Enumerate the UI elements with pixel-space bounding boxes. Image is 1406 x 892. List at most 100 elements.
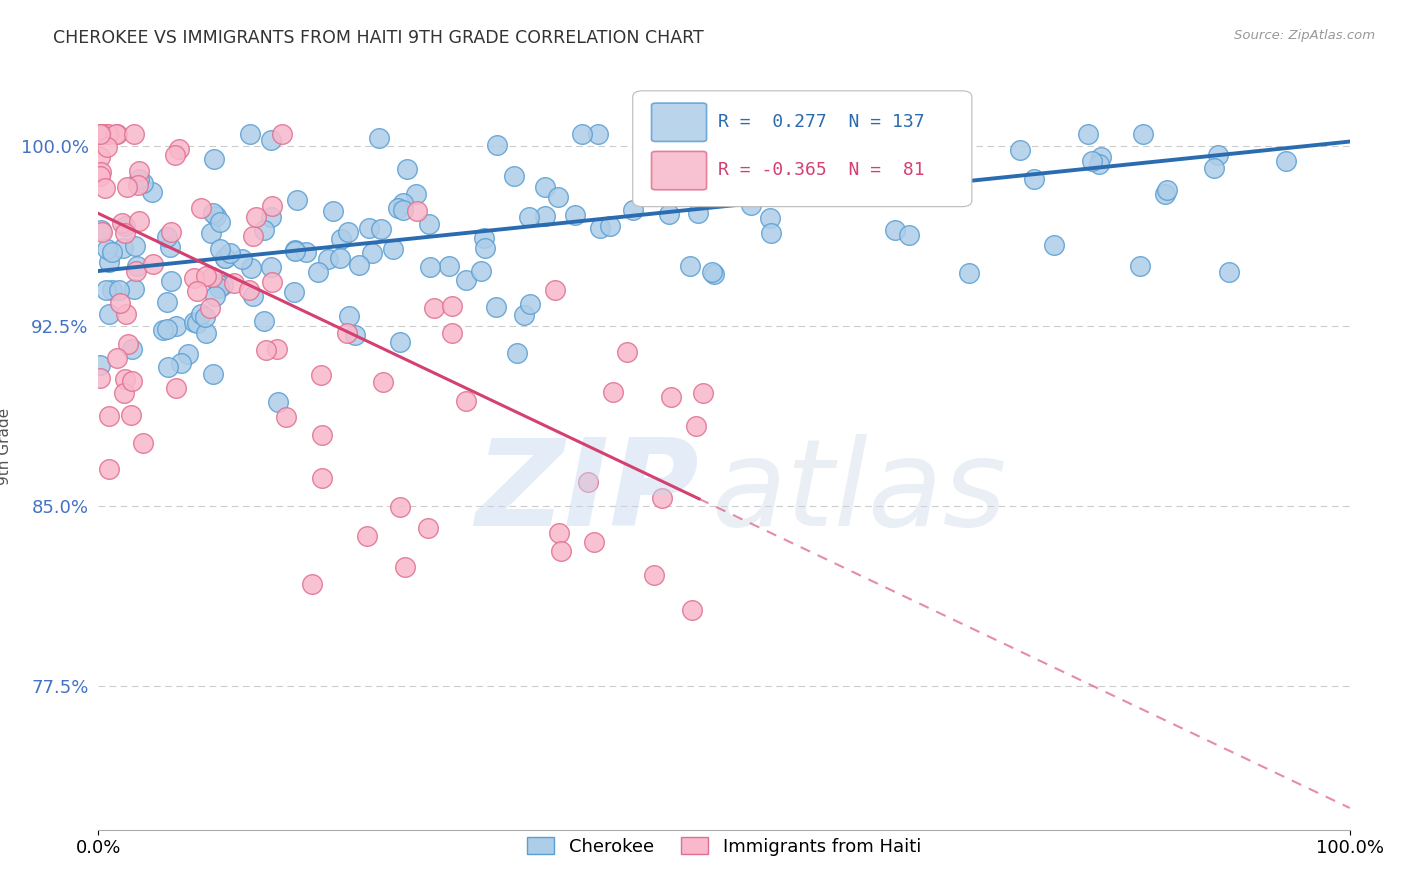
Point [205,209,228,223]
Point [571,128,593,142]
Point [105,128,128,142]
Point [156,322,179,336]
Point [517,210,540,224]
Point [1090,150,1112,164]
Point [405,187,427,202]
Point [245,210,267,224]
Point [105,128,128,142]
Point [156,359,179,374]
Point [396,162,419,177]
Point [260,260,283,274]
Point [96,242,118,256]
Point [253,313,276,327]
Point [121,375,143,389]
Point [89,128,111,142]
Point [547,190,569,204]
Point [120,408,142,422]
Point [322,204,344,219]
Point [388,335,411,350]
Point [441,326,464,340]
Point [1010,143,1032,157]
Point [260,133,283,147]
Point [89,169,111,184]
Text: Source: ZipAtlas.com: Source: ZipAtlas.com [1234,29,1375,42]
Point [128,171,150,186]
Point [957,266,980,280]
Point [111,216,134,230]
Point [329,232,352,246]
Point [108,283,131,297]
Point [1129,259,1152,273]
Point [295,245,318,260]
Point [128,163,150,178]
Point [740,198,762,212]
Point [759,211,782,225]
Point [96,140,118,154]
Point [311,470,333,484]
Point [98,409,121,424]
Point [97,308,120,322]
Point [347,258,370,272]
Point [659,390,682,404]
Point [198,301,221,315]
Point [266,342,288,356]
Point [90,223,112,237]
Point [194,310,217,324]
Point [195,268,218,283]
Point [124,239,146,253]
Point [186,316,208,330]
Point [125,263,148,277]
Point [718,128,741,143]
Point [239,260,262,275]
Point [284,243,307,257]
Point [1043,238,1066,252]
Point [152,323,174,337]
Point [1218,265,1240,279]
Point [260,275,283,289]
Point [506,345,529,359]
Point [222,277,245,291]
Point [96,283,118,297]
Text: R = -0.365  N =  81: R = -0.365 N = 81 [718,161,925,178]
Point [97,128,120,142]
Point [262,198,284,212]
Point [260,210,283,224]
Point [202,152,225,166]
Point [142,257,165,271]
Point [301,577,323,591]
Point [586,128,609,142]
Point [97,462,120,476]
Point [276,409,298,424]
Point [406,204,429,219]
Point [91,225,114,239]
Point [756,157,779,171]
Point [360,245,382,260]
Point [201,270,224,285]
Point [357,220,380,235]
Point [548,526,571,541]
Point [122,128,145,142]
Point [208,281,231,295]
Point [208,215,231,229]
Point [202,368,225,382]
Point [90,164,112,178]
Point [544,283,567,297]
Point [115,307,138,321]
Point [287,194,309,208]
Point [373,375,395,389]
Point [156,230,179,244]
Point [441,299,464,313]
Point [170,356,193,370]
Point [165,148,187,162]
Point [242,289,264,303]
Point [89,371,111,385]
Point [190,306,212,320]
Point [1024,171,1046,186]
Point [392,202,415,217]
Point [367,131,389,145]
Point [1077,128,1099,142]
Point [212,277,235,292]
Text: atlas: atlas [711,434,1007,550]
Point [159,240,181,254]
Point [454,393,477,408]
